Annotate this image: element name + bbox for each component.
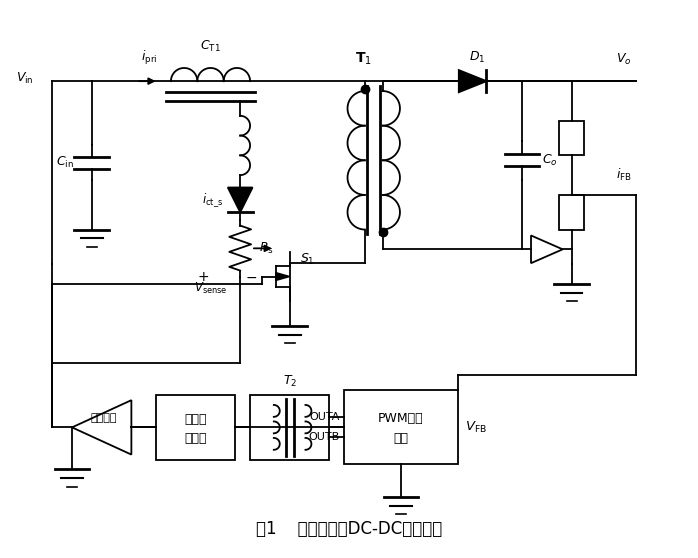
Text: 图1    宽输入范围DC-DC电路框图: 图1 宽输入范围DC-DC电路框图 (256, 519, 442, 538)
Text: $+$: $+$ (197, 270, 209, 283)
Text: $-$: $-$ (245, 270, 257, 283)
Bar (344, 390, 458, 464)
Bar (156, 395, 235, 460)
Text: PWM控制: PWM控制 (378, 412, 424, 425)
Text: 驱动整: 驱动整 (184, 413, 207, 426)
Polygon shape (459, 70, 487, 92)
Text: OUTB: OUTB (309, 432, 340, 442)
Text: $T_2$: $T_2$ (283, 374, 297, 389)
Text: $D_1$: $D_1$ (470, 50, 486, 65)
Text: 形电路: 形电路 (184, 432, 207, 445)
Bar (559, 195, 584, 229)
Text: $V_{\rm in}$: $V_{\rm in}$ (16, 71, 34, 86)
Text: $V_{\rm sense}$: $V_{\rm sense}$ (194, 281, 228, 296)
Text: OUTA: OUTA (310, 412, 340, 422)
Text: $V_{\rm FB}$: $V_{\rm FB}$ (466, 420, 487, 435)
Text: $R_{\rm s}$: $R_{\rm s}$ (259, 241, 274, 256)
Text: $i_{\rm FB}$: $i_{\rm FB}$ (616, 166, 632, 182)
Polygon shape (228, 187, 253, 212)
Text: $V_o$: $V_o$ (616, 52, 631, 68)
Polygon shape (531, 235, 563, 263)
Bar (559, 121, 584, 155)
Text: $C_o$: $C_o$ (542, 153, 558, 168)
Text: $C_{\rm in}$: $C_{\rm in}$ (56, 155, 73, 170)
Text: $S_1$: $S_1$ (299, 252, 314, 267)
Text: $i_{\rm pri}$: $i_{\rm pri}$ (140, 49, 157, 68)
Text: $C_{\rm T1}$: $C_{\rm T1}$ (200, 39, 221, 54)
Text: $\mathbf{T}_1$: $\mathbf{T}_1$ (355, 51, 372, 68)
Polygon shape (72, 400, 131, 455)
Text: 驱动电路: 驱动电路 (91, 413, 117, 424)
Text: 电路: 电路 (394, 432, 408, 445)
Polygon shape (276, 272, 290, 281)
Text: $i_{\rm ct\_s}$: $i_{\rm ct\_s}$ (202, 191, 223, 209)
Bar (250, 395, 329, 460)
